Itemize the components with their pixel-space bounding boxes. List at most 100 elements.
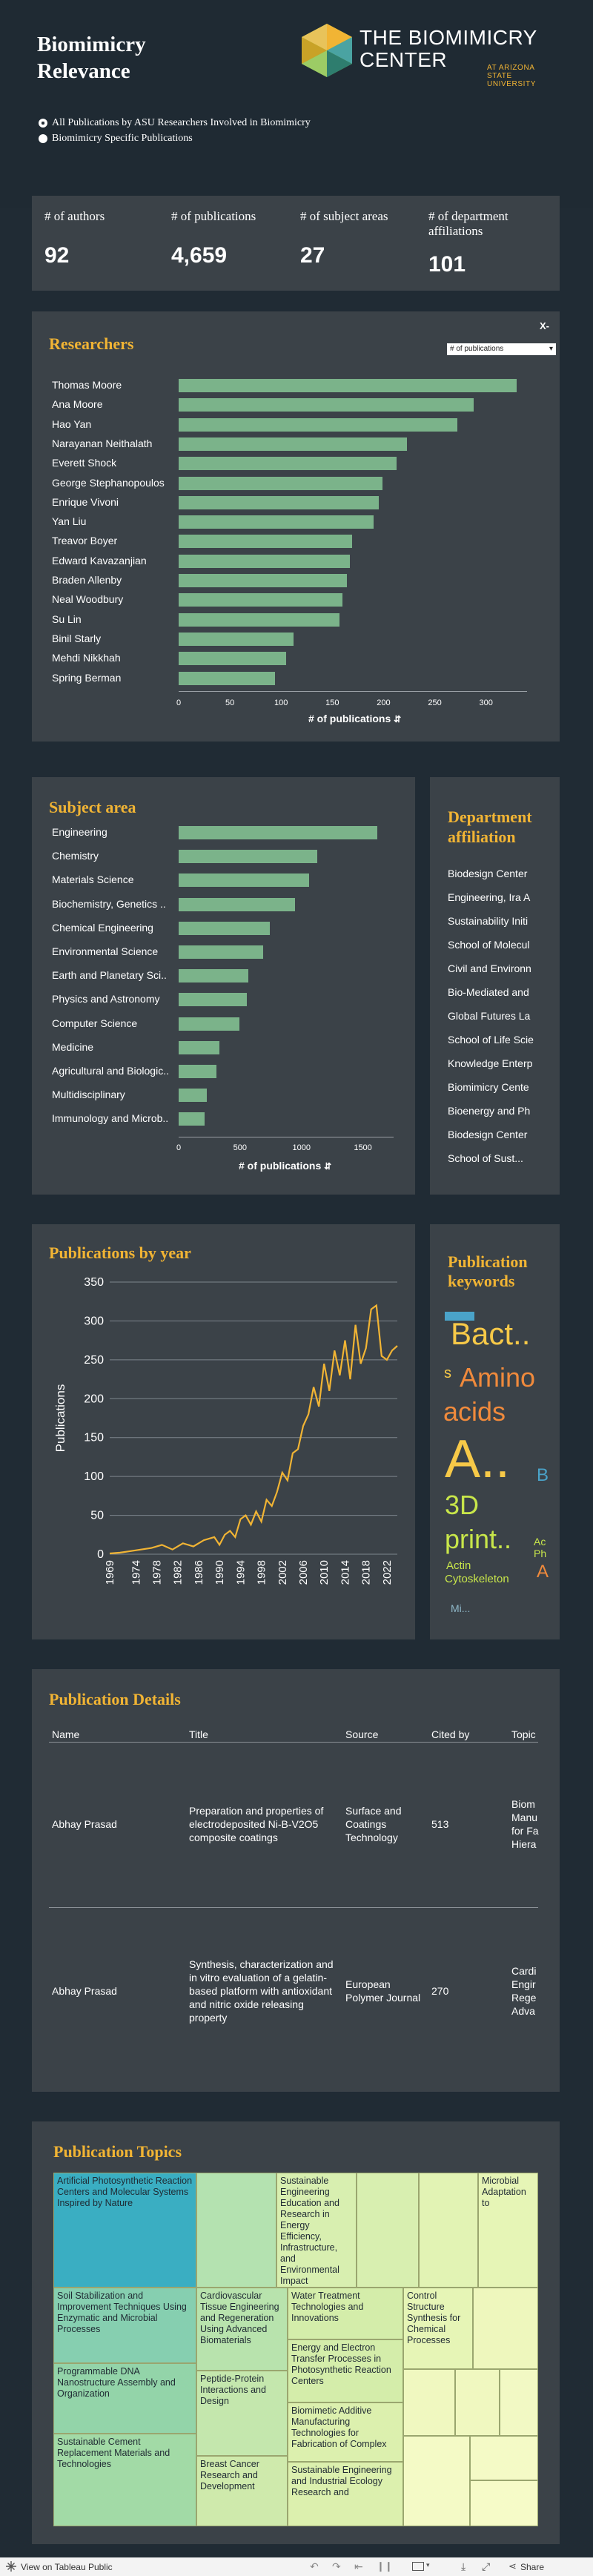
treemap-cell[interactable]	[357, 2173, 419, 2288]
bar[interactable]	[179, 1112, 205, 1126]
undo-icon[interactable]: ↶	[310, 2560, 319, 2572]
bar[interactable]	[179, 1065, 216, 1078]
bar[interactable]	[179, 945, 264, 959]
bar[interactable]	[179, 897, 296, 911]
measure-dropdown[interactable]: # of publications ▾	[447, 343, 556, 355]
bar[interactable]	[179, 1089, 208, 1103]
treemap-cell[interactable]	[403, 2369, 455, 2436]
sort-icon[interactable]: ⇵	[324, 1161, 332, 1172]
treemap-cell[interactable]	[455, 2369, 500, 2436]
keyword-cytoskeleton[interactable]: Cytoskeleton	[445, 1573, 509, 1585]
treemap-cell[interactable]: Microbial Adaptation to	[478, 2173, 538, 2288]
department-item[interactable]: Global Futures La	[448, 1010, 531, 1022]
department-item[interactable]: School of Sust...	[448, 1152, 523, 1164]
device-layout-icon[interactable]	[412, 2562, 424, 2571]
keyword-bact[interactable]: Bact..	[451, 1316, 531, 1351]
bar[interactable]	[179, 921, 271, 935]
filter-option-specific[interactable]: Biomimicry Specific Publications	[39, 133, 193, 145]
fullscreen-icon[interactable]: ⤢	[482, 2560, 491, 2572]
bar[interactable]	[179, 437, 408, 451]
bar[interactable]	[179, 652, 287, 666]
treemap-cell[interactable]	[419, 2173, 478, 2288]
keyword-b[interactable]: B	[537, 1465, 549, 1485]
share-icon[interactable]: ⋖	[508, 2560, 517, 2572]
treemap-cell[interactable]	[470, 2480, 538, 2526]
publications-line[interactable]	[109, 1304, 398, 1555]
bar[interactable]	[179, 495, 379, 509]
download-icon[interactable]: ⤓	[461, 2560, 466, 2572]
treemap-cell[interactable]	[470, 2436, 538, 2480]
keyword-amino[interactable]: Amino	[460, 1362, 536, 1393]
bar[interactable]	[179, 593, 343, 607]
bar[interactable]	[179, 574, 347, 587]
keyword-acids[interactable]: acids	[443, 1396, 506, 1427]
pause-icon[interactable]: ❙❙	[377, 2560, 393, 2572]
bar[interactable]	[179, 969, 248, 983]
treemap-cell[interactable]: Sustainable Engineering and Industrial E…	[288, 2462, 403, 2526]
department-item[interactable]: Knowledge Enterp	[448, 1057, 533, 1069]
treemap-cell[interactable]: Cardiovascular Tissue Engineering and Re…	[196, 2288, 288, 2371]
radio-selected-icon[interactable]	[39, 119, 47, 128]
bar[interactable]	[179, 476, 383, 490]
treemap-cell[interactable]: Energy and Electron Transfer Processes i…	[288, 2339, 403, 2402]
col-header-cited-by[interactable]: Cited by	[431, 1728, 470, 1740]
department-item[interactable]: Sustainability Initi	[448, 915, 529, 927]
filter-option-all[interactable]: All Publications by ASU Researchers Invo…	[39, 117, 311, 129]
bar[interactable]	[179, 850, 318, 864]
bar[interactable]	[179, 671, 275, 685]
bar[interactable]	[179, 873, 309, 888]
department-item[interactable]: Biodesign Center	[448, 1129, 528, 1140]
department-item[interactable]: Bioenergy and Ph	[448, 1105, 531, 1117]
department-item[interactable]: Engineering, Ira A	[448, 891, 531, 903]
bar[interactable]	[179, 535, 352, 549]
department-item[interactable]: School of Molecul	[448, 939, 530, 951]
share-button[interactable]: Share	[520, 2562, 545, 2572]
col-header-name[interactable]: Name	[52, 1728, 80, 1740]
radio-unselected-icon[interactable]	[39, 134, 47, 143]
treemap-cell[interactable]: Artificial Photosynthetic Reaction Cente…	[53, 2173, 196, 2288]
keyword-a-small[interactable]: A	[537, 1562, 549, 1582]
bar[interactable]	[179, 1017, 240, 1031]
bar[interactable]	[179, 379, 517, 392]
treemap-cell[interactable]: Breast Cancer Research and Development	[196, 2456, 288, 2526]
bar[interactable]	[179, 515, 374, 529]
bar[interactable]	[179, 826, 378, 839]
keyword-print[interactable]: print..	[445, 1524, 512, 1554]
bar[interactable]	[179, 417, 457, 432]
treemap-cell[interactable]	[196, 2173, 276, 2288]
keyword-mi[interactable]: Mi...	[451, 1602, 471, 1614]
treemap-cell[interactable]: Water Treatment Technologies and Innovat…	[288, 2288, 403, 2339]
bar[interactable]	[179, 457, 397, 471]
treemap-cell[interactable]: Biomimetic Additive Manufacturing Techno…	[288, 2402, 403, 2462]
treemap-cell[interactable]: Programmable DNA Nanostructure Assembly …	[53, 2363, 196, 2434]
biomimicry-center-logo[interactable]: THE BIOMIMICRY CENTER AT ARIZONA STATE U…	[300, 22, 552, 88]
bar[interactable]	[179, 632, 294, 646]
treemap-cell[interactable]: Soil Stabilization and Improvement Techn…	[53, 2288, 196, 2363]
department-item[interactable]: Bio-Mediated and	[448, 986, 529, 998]
col-header-topic[interactable]: Topic	[511, 1728, 536, 1740]
view-on-tableau-link[interactable]: View on Tableau Public	[21, 2562, 113, 2572]
bar[interactable]	[179, 398, 474, 412]
redo-icon[interactable]: ↷	[332, 2560, 341, 2572]
keyword-ac[interactable]: Ac	[534, 1536, 546, 1548]
revert-icon[interactable]: ⇤	[354, 2560, 363, 2572]
department-item[interactable]: Civil and Environn	[448, 962, 531, 974]
keyword-s[interactable]: s	[444, 1365, 451, 1381]
treemap-cell[interactable]: Peptide-Protein Interactions and Design	[196, 2371, 288, 2456]
department-item[interactable]: Biomimicry Cente	[448, 1081, 529, 1093]
keyword-ph[interactable]: Ph	[534, 1548, 547, 1559]
bar[interactable]	[179, 612, 340, 627]
keyword-a[interactable]: A..	[445, 1430, 511, 1489]
department-item[interactable]: Biodesign Center	[448, 868, 528, 879]
department-item[interactable]: School of Life Scie	[448, 1034, 534, 1046]
bar[interactable]	[179, 993, 247, 1007]
bar[interactable]	[179, 554, 350, 568]
col-header-source[interactable]: Source	[345, 1728, 379, 1740]
col-header-title[interactable]: Title	[189, 1728, 208, 1740]
treemap-cell[interactable]	[403, 2436, 470, 2526]
treemap-cell[interactable]	[473, 2288, 538, 2369]
treemap-cell[interactable]	[500, 2369, 538, 2436]
keyword-actin[interactable]: Actin	[446, 1559, 471, 1572]
treemap-cell[interactable]: Sustainable Cement Replacement Materials…	[53, 2434, 196, 2526]
treemap-cell[interactable]: Control Structure Synthesis for Chemical…	[403, 2288, 473, 2369]
